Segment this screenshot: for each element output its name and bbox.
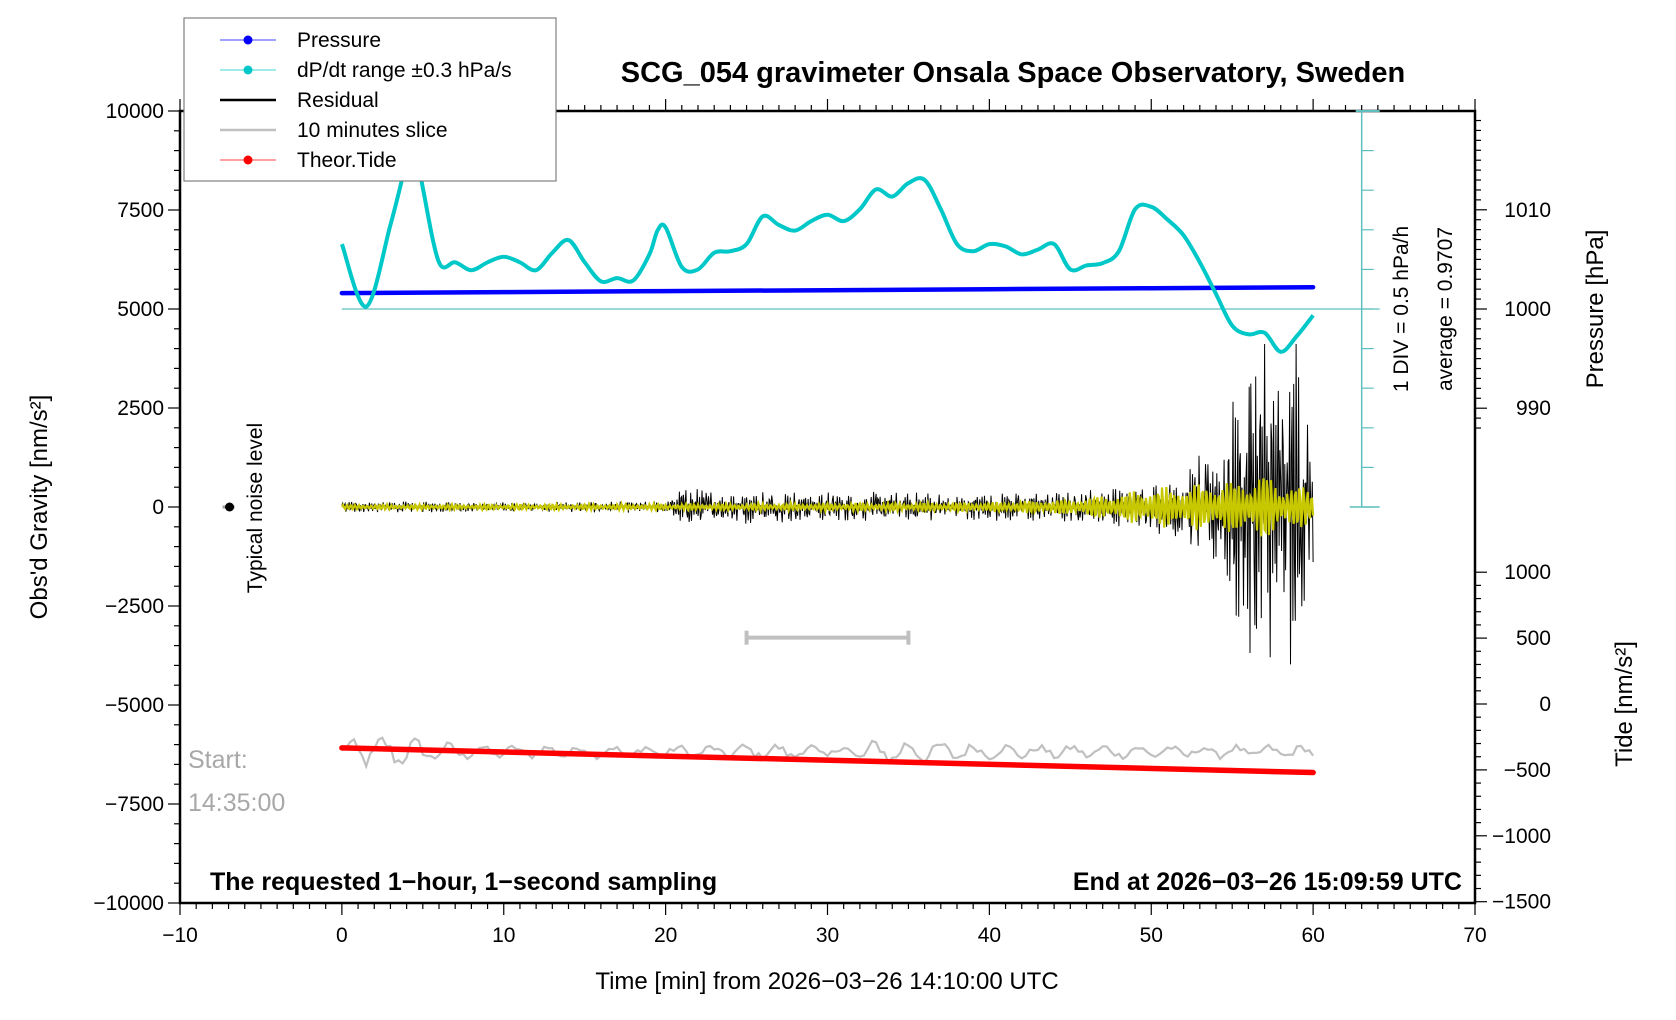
noise-marker (222, 502, 235, 512)
noise-level-dot (225, 502, 235, 512)
x-tick-label: 0 (336, 924, 348, 947)
gravity-tick-label: 0 (152, 496, 164, 519)
gravity-tick-label: 7500 (117, 199, 164, 222)
gravity-tick-label: −2500 (105, 595, 164, 618)
x-tick-label: 30 (816, 924, 839, 947)
x-tick-label: 40 (978, 924, 1001, 947)
x-tick-label: 50 (1140, 924, 1163, 947)
start-label: Start: (188, 746, 248, 774)
x-tick-label: −10 (162, 924, 198, 947)
x-axis-title: Time [min] from 2026−03−26 14:10:00 UTC (595, 968, 1058, 995)
gravity-tick-label: 5000 (117, 298, 164, 321)
end-time-note: End at 2026−03−26 15:09:59 UTC (1073, 868, 1462, 896)
gravity-tick-label: −7500 (105, 793, 164, 816)
tide-tick-label: −500 (1504, 759, 1551, 782)
pressure-tick-label: 990 (1516, 397, 1551, 420)
tide-tick-label: 1000 (1504, 561, 1551, 584)
pressure-series-line (339, 284, 1316, 296)
y-axis-title-pressure: Pressure [hPa] (1582, 230, 1609, 389)
legend-marker-swatch (243, 35, 253, 45)
legend: Pressure dP/dt range ±0.3 hPa/s Residual 10… (183, 17, 557, 182)
pressure-tick-label: 1000 (1504, 298, 1551, 321)
dpdt-scale-label: 1 DIV = 0.5 hPa/h (1390, 226, 1413, 392)
tide-tick-label: −1500 (1492, 891, 1551, 914)
filtered-residual-series-line (340, 478, 1315, 537)
legend-item: 10 minutes slice (220, 119, 448, 142)
x-tick-label: 10 (492, 924, 515, 947)
x-tick-label: 20 (654, 924, 677, 947)
legend-label: Pressure (297, 29, 381, 52)
legend-label: Theor.Tide (297, 149, 397, 172)
legend-label: dP/dt range ±0.3 hPa/s (297, 59, 512, 82)
dpdt-series-line (340, 137, 1315, 354)
legend-label: Residual (297, 89, 379, 112)
tide-tick-label: 0 (1539, 693, 1551, 716)
y-axis-title-tide: Tide [nm/s²] (1611, 641, 1638, 767)
tide-tick-labels: 1000 500 0 −500 −1000 −1500 (1492, 561, 1551, 914)
legend-label: 10 minutes slice (297, 119, 448, 142)
gravity-tick-label: −10000 (93, 892, 164, 915)
y-axis-title-gravity: Obs'd Gravity [nm/s²] (26, 395, 53, 620)
gravity-tick-label: −5000 (105, 694, 164, 717)
x-tick-label: 60 (1301, 924, 1324, 947)
legend-item: Pressure (220, 29, 381, 52)
legend-item: Theor.Tide (220, 149, 397, 172)
dpdt-scale-bar (341, 110, 1380, 508)
chart-title: SCG_054 gravimeter Onsala Space Observat… (621, 57, 1405, 89)
pressure-tick-labels: 1010 1000 990 (1504, 199, 1551, 420)
sampling-note: The requested 1−hour, 1−second sampling (210, 868, 717, 896)
legend-marker-swatch (243, 155, 253, 165)
start-time: 14:35:00 (188, 789, 285, 817)
gravity-tick-label: 2500 (117, 397, 164, 420)
x-tick-labels: −10 0 10 20 30 40 50 60 70 (162, 924, 1486, 947)
x-tick-label: 70 (1463, 924, 1486, 947)
tide-tick-label: 500 (1516, 627, 1551, 650)
series-layer (339, 137, 1316, 776)
dpdt-average-label: average = 0.9707 (1434, 227, 1457, 391)
noise-level-label: Typical noise level (244, 423, 267, 593)
gravity-tick-label: 10000 (106, 100, 164, 123)
legend-marker-swatch (243, 65, 253, 75)
gravity-tick-labels: 10000 7500 5000 2500 0 −2500 −5000 −7500 −10000 (93, 100, 164, 915)
tide-tick-label: −1000 (1492, 825, 1551, 848)
legend-item: Residual (220, 89, 379, 112)
pressure-tick-label: 1010 (1504, 199, 1551, 222)
legend-item: dP/dt range ±0.3 hPa/s (220, 59, 512, 82)
slice-duration-bar (744, 630, 911, 645)
tide-series-line (339, 745, 1316, 776)
